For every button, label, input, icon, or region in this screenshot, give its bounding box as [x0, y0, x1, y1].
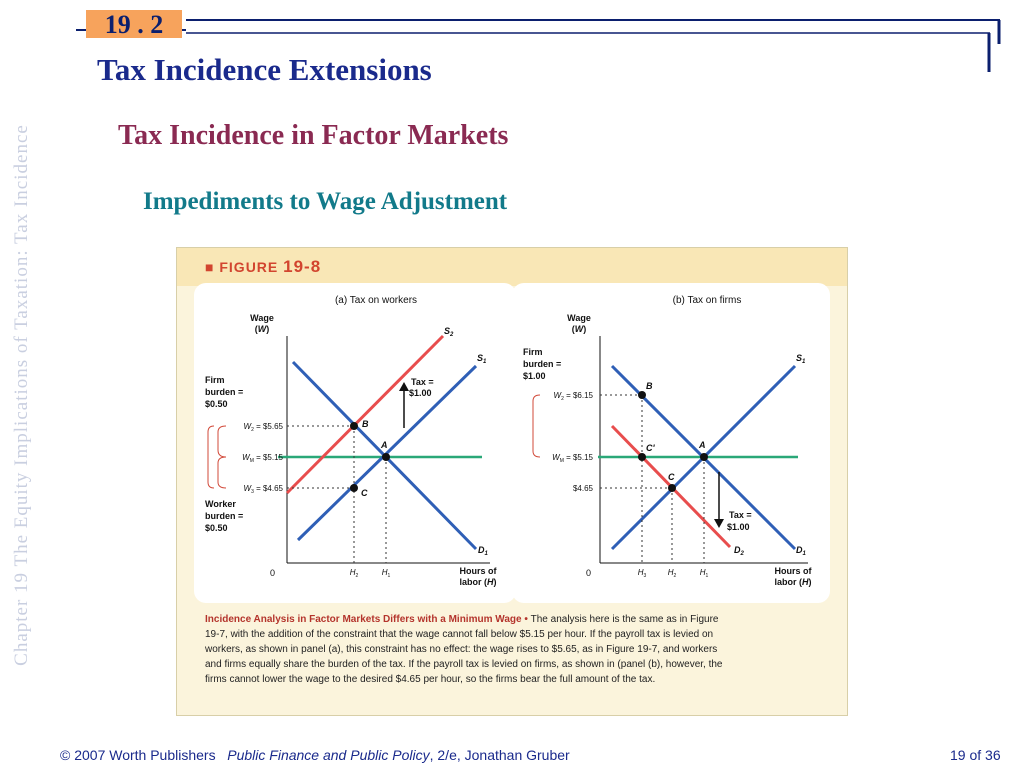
footer-citation: © 2007 Worth Publishers Public Finance a… [60, 747, 570, 763]
caption-body: The analysis here is the same as in Figu… [205, 614, 723, 685]
panel-b-label-c-prime: C' [646, 443, 655, 453]
panel-a-xlabel-2: labor (H) [459, 577, 496, 587]
panel-b-wm-label: WM = $5.15 [552, 453, 593, 464]
panel-a-w3-label: W3 = $4.65 [244, 484, 284, 495]
panel-b-label-d2: D2 [734, 545, 745, 557]
panel-a-point-b [350, 422, 358, 430]
figure-header-band [177, 248, 847, 286]
panel-a-label-b: B [362, 419, 369, 429]
panel-a-tax-label-1: Tax = [411, 377, 434, 387]
panel-b-tick-h3: H3 [638, 568, 647, 579]
panel-a-firm-burden-2: burden = [205, 387, 243, 397]
header-frame [76, 19, 1001, 72]
panel-b-tax-arrow-head [714, 519, 724, 528]
panel-a-point-a [382, 453, 390, 461]
panel-a-worker-brace [217, 456, 227, 489]
figure-label-prefix: FIGURE [219, 259, 284, 275]
panel-a-worker-burden-1: Worker [205, 499, 236, 509]
panel-a-supply-s1 [296, 364, 478, 542]
panel-a-title: (a) Tax on workers [335, 295, 417, 306]
slide-title: Tax Incidence Extensions [97, 52, 432, 87]
panel-a-ylabel-2: (W) [255, 324, 270, 334]
panel-a-total-brace [207, 425, 215, 489]
panel-a-firm-brace [217, 425, 227, 458]
panel-b-firm-burden-1: Firm [523, 347, 543, 357]
panel-b-w2-label: W2 = $6.15 [554, 391, 594, 402]
caption-title: Incidence Analysis in Factor Markets Dif… [205, 614, 522, 625]
panel-b-tax-label-2: $1.00 [727, 522, 750, 532]
panel-b-tax-label-1: Tax = [729, 510, 752, 520]
slide-subsubtitle: Impediments to Wage Adjustment [143, 188, 508, 215]
panel-a-firm-burden-1: Firm [205, 375, 225, 385]
panel-b-point-c-prime [638, 453, 646, 461]
panel-b-label-b: B [646, 381, 653, 391]
figure-label-number: 19-8 [283, 257, 322, 276]
panel-b-label-a: A [698, 440, 706, 450]
panel-b-xlabel-1: Hours of [775, 566, 813, 576]
panel-b-tick-h1: H1 [700, 568, 709, 579]
panel-b-background [512, 283, 830, 603]
panel-b-label-c: C [668, 472, 675, 482]
panel-a-wm-label: WM = $5.15 [242, 453, 283, 464]
slide-subtitle: Tax Incidence in Factor Markets [118, 120, 509, 151]
panel-b-origin: 0 [586, 568, 591, 578]
panel-b-point-b [638, 391, 646, 399]
panel-a-label-d1: D1 [478, 545, 489, 557]
panel-b-firm-burden-2: burden = [523, 359, 561, 369]
figure-bullet-icon: ■ [205, 259, 220, 275]
footer-book-title: Public Finance and Public Policy [227, 747, 430, 763]
figure-caption: Incidence Analysis in Factor Markets Dif… [205, 612, 735, 687]
figure-label: ■ FIGURE 19-8 [205, 257, 321, 277]
panel-a-supply-s2 [285, 334, 445, 495]
panel-a-worker-burden-2: burden = [205, 511, 243, 521]
panel-a-label-s1: S1 [477, 353, 487, 365]
footer-edition: , 2/e, Jonathan Gruber [429, 747, 570, 763]
panel-b-point-a [700, 453, 708, 461]
panel-b-label-d1: D1 [796, 545, 807, 557]
panel-b-465-label: $4.65 [573, 484, 594, 493]
panel-b-point-c [668, 484, 676, 492]
panel-a-w2-label: W2 = $5.65 [244, 422, 284, 433]
panel-a-point-c [350, 484, 358, 492]
panel-a-firm-burden-3: $0.50 [205, 399, 228, 409]
panel-a-tax-arrow-head [399, 382, 409, 391]
panel-a-worker-burden-3: $0.50 [205, 523, 228, 533]
panel-b-ylabel-1: Wage [567, 313, 591, 323]
panel-b-title: (b) Tax on firms [673, 295, 742, 306]
panel-a-tick-h1: H1 [382, 568, 391, 579]
panel-b-firm-brace [532, 394, 541, 458]
panel-b-ylabel-2: (W) [572, 324, 587, 334]
panel-b-label-s1: S1 [796, 353, 806, 365]
panel-a-origin: 0 [270, 568, 275, 578]
footer-page-number: 19 of 36 [950, 747, 1001, 763]
caption-bullet: • [521, 614, 531, 625]
panel-a-background [194, 283, 516, 603]
panel-a-xlabel-1: Hours of [460, 566, 498, 576]
panel-b-xlabel-2: labor (H) [774, 577, 811, 587]
panel-a-ylabel-1: Wage [250, 313, 274, 323]
footer-publisher: © 2007 Worth Publishers [60, 747, 216, 763]
panel-a-label-s2: S2 [444, 326, 454, 338]
panel-b-firm-burden-3: $1.00 [523, 371, 546, 381]
slide-section-number: 19 . 2 [86, 10, 182, 39]
panel-a-tick-h2: H2 [350, 568, 359, 579]
panel-a-label-a: A [380, 440, 388, 450]
panel-a-label-c: C [361, 488, 368, 498]
panel-a-tax-label-2: $1.00 [409, 388, 432, 398]
panel-b-tick-h2: H2 [668, 568, 677, 579]
